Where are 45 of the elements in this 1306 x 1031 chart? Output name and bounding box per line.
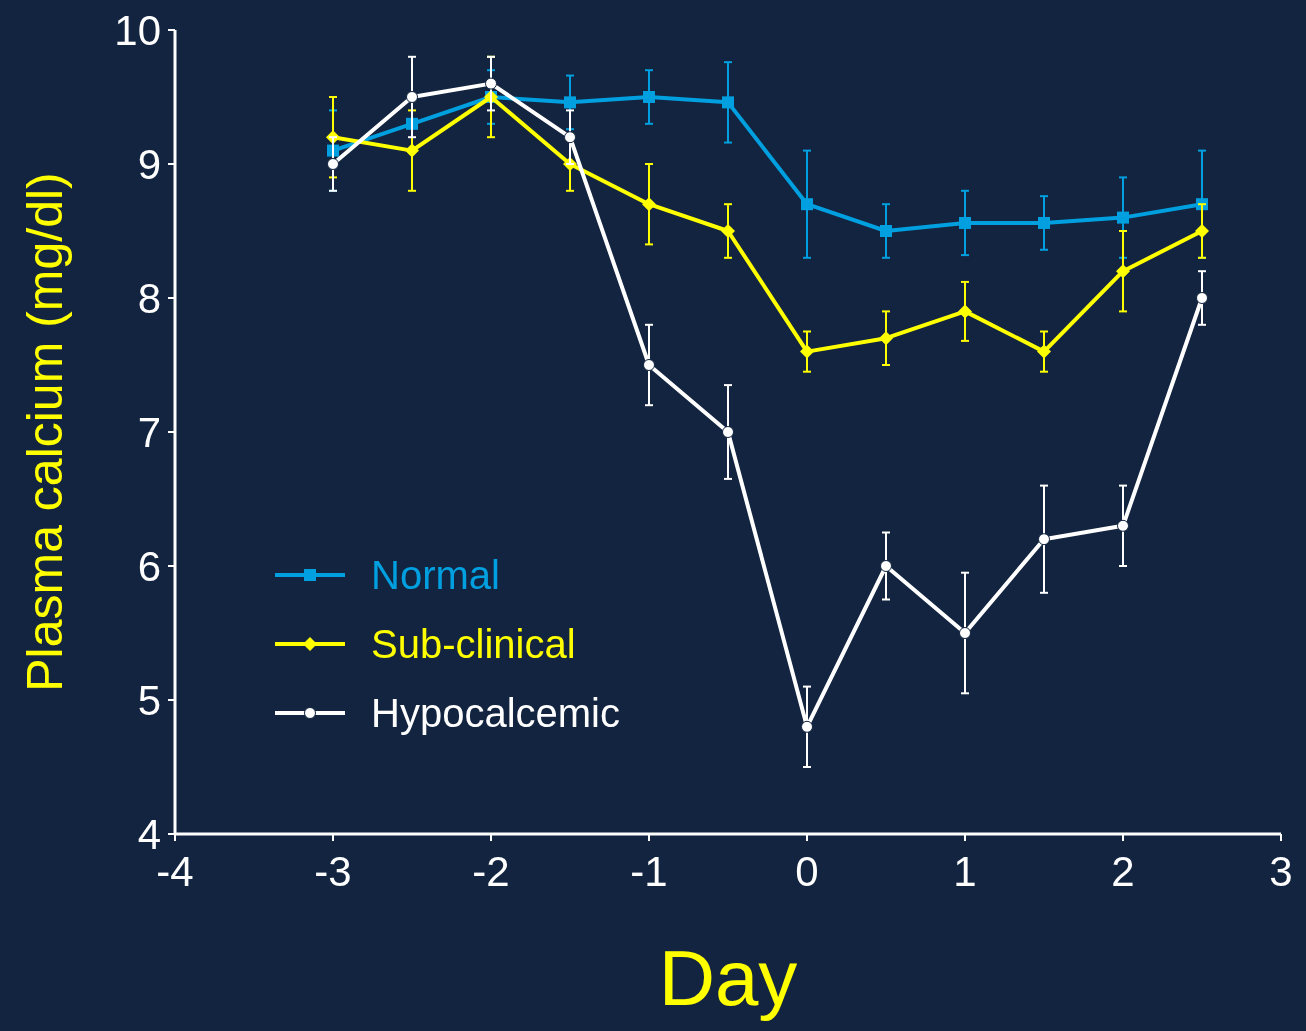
- point: [406, 91, 418, 103]
- legend-label: Normal: [371, 553, 500, 597]
- point: [959, 216, 971, 229]
- point: [880, 560, 892, 572]
- point: [1117, 211, 1129, 224]
- y-axis-title: Plasma calcium (mg/dl): [17, 172, 73, 692]
- x-tick-label: 3: [1269, 848, 1293, 895]
- point: [1037, 344, 1051, 359]
- y-tick-label: 8: [137, 274, 161, 322]
- point: [1038, 216, 1050, 229]
- y-tick-label: 10: [114, 6, 161, 54]
- y-tick-label: 5: [137, 676, 161, 724]
- point: [801, 720, 813, 733]
- point: [405, 143, 419, 158]
- point: [722, 96, 734, 109]
- point: [643, 91, 655, 103]
- point: [722, 426, 734, 438]
- x-tick-label: 0: [795, 848, 819, 895]
- point: [721, 224, 735, 238]
- point: [959, 627, 971, 639]
- point: [642, 197, 656, 212]
- point: [879, 331, 893, 346]
- point: [1195, 224, 1209, 238]
- x-tick-label: -1: [630, 848, 668, 895]
- point: [1038, 533, 1050, 546]
- point: [1196, 292, 1208, 304]
- legend-label: Hypocalcemic: [371, 691, 620, 735]
- point: [327, 158, 339, 170]
- x-axis-title: Day: [658, 934, 798, 1022]
- x-tick-label: -3: [314, 848, 352, 895]
- y-tick-label: 9: [137, 140, 161, 188]
- point: [1117, 519, 1129, 532]
- point: [800, 344, 814, 359]
- x-tick-label: 1: [953, 848, 977, 895]
- legend-label: Sub-clinical: [371, 622, 576, 666]
- point: [1116, 264, 1130, 279]
- point: [643, 359, 655, 371]
- point: [801, 198, 813, 211]
- x-tick-label: 2: [1111, 848, 1135, 895]
- point: [880, 225, 892, 237]
- x-tick-label: -2: [472, 848, 510, 895]
- y-tick-label: 6: [137, 542, 161, 590]
- point: [958, 304, 972, 319]
- point: [485, 77, 497, 90]
- y-tick-label: 7: [137, 408, 161, 456]
